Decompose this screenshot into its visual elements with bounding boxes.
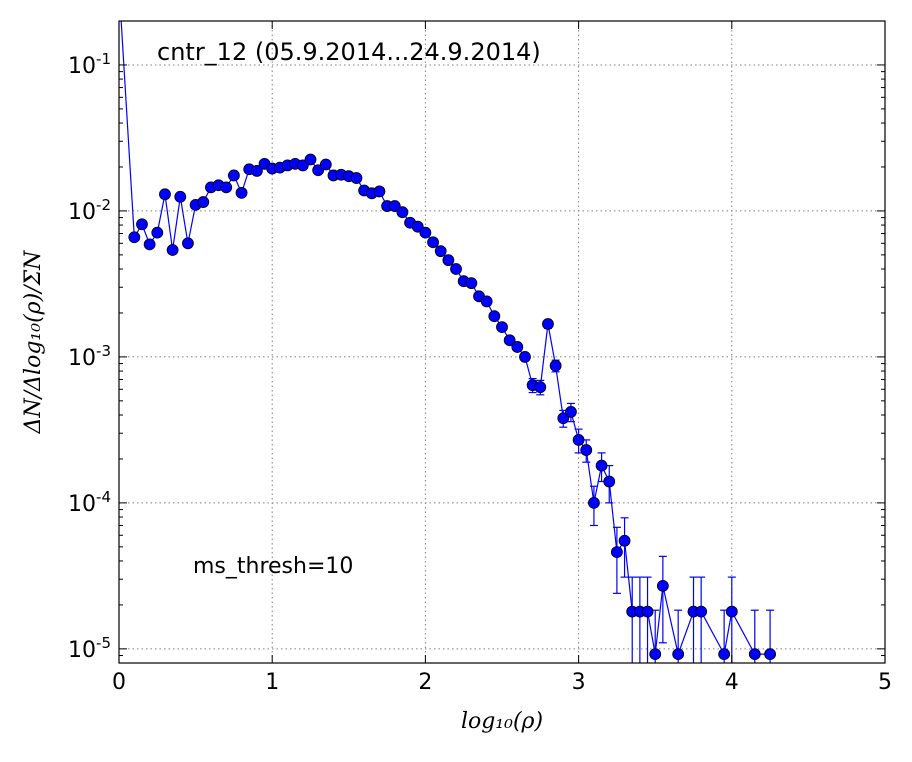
- data-point: [695, 605, 708, 618]
- data-point: [434, 245, 447, 258]
- x-tick-label: 2: [418, 670, 432, 695]
- data-point: [151, 226, 164, 239]
- y-axis-label: ΔN/Δlog₁₀(ρ)/ΣN: [21, 250, 46, 435]
- data-point: [143, 238, 156, 251]
- x-tick-label: 5: [878, 670, 892, 695]
- grid: [119, 21, 885, 663]
- data-point: [542, 318, 554, 330]
- data-point: [480, 295, 493, 308]
- x-tick-label: 0: [112, 670, 126, 695]
- data-point: [649, 648, 662, 661]
- data-point: [748, 648, 761, 661]
- data-point: [427, 236, 439, 249]
- data-point: [304, 153, 317, 166]
- data-point: [250, 165, 263, 177]
- data-point: [496, 321, 508, 334]
- threshold-annotation: ms_thresh=10: [193, 554, 353, 579]
- data-point: [603, 475, 616, 488]
- data-point: [174, 190, 187, 203]
- x-axis-label: log₁₀(ρ): [461, 709, 543, 734]
- tick-labels: 0 1 2 3 4 5 10-5 10-4 10-3 10-2 10-1: [68, 50, 892, 695]
- data-point: [511, 341, 524, 353]
- data-point: [220, 181, 233, 194]
- y-tick-label: 10-5: [68, 634, 111, 663]
- data-point: [450, 263, 462, 275]
- data-point: [503, 334, 516, 347]
- x-tick-label: 4: [725, 670, 739, 695]
- data-point: [396, 206, 409, 219]
- data-point: [519, 350, 531, 363]
- data-point: [672, 648, 685, 661]
- data-point: [136, 218, 148, 231]
- data-point: [549, 359, 562, 372]
- data-point: [419, 226, 432, 239]
- data-series: [120, 21, 776, 663]
- data-point: [227, 169, 240, 182]
- data-point: [350, 172, 363, 184]
- data-point: [235, 186, 248, 199]
- chart-title: cntr_12 (05.9.2014...24.9.2014): [157, 38, 541, 66]
- data-point: [565, 405, 577, 418]
- data-point: [159, 188, 171, 201]
- data-point: [572, 434, 585, 446]
- data-point: [718, 648, 731, 661]
- data-point: [128, 231, 141, 244]
- data-point: [580, 444, 593, 456]
- plot-area: [119, 21, 885, 663]
- data-point: [764, 648, 776, 661]
- data-point: [595, 459, 608, 472]
- data-point: [442, 254, 455, 267]
- data-point: [465, 277, 478, 290]
- data-point: [373, 185, 386, 198]
- y-tick-label: 10-2: [68, 196, 111, 225]
- data-point: [166, 244, 179, 256]
- data-point: [618, 534, 631, 547]
- data-point: [534, 381, 547, 394]
- y-tick-label: 10-3: [68, 342, 111, 371]
- data-point: [641, 605, 654, 618]
- y-tick-label: 10-1: [68, 50, 111, 79]
- data-point: [656, 579, 669, 592]
- data-point: [388, 200, 401, 212]
- data-point: [588, 496, 600, 509]
- data-point: [182, 237, 194, 250]
- y-tick-label: 10-4: [68, 488, 111, 517]
- data-point: [197, 196, 210, 208]
- x-tick-label: 1: [265, 670, 279, 695]
- data-point: [319, 158, 332, 171]
- data-point: [725, 605, 738, 618]
- plot-frame: [118, 20, 886, 664]
- data-point: [611, 546, 623, 559]
- data-point: [488, 310, 501, 323]
- x-tick-label: 3: [572, 670, 586, 695]
- data-point: [557, 412, 570, 425]
